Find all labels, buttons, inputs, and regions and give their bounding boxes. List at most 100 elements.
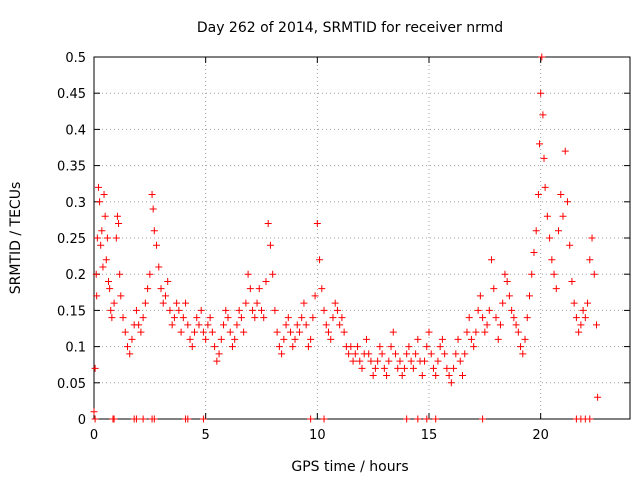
data-point [403,350,411,358]
data-point [222,306,230,314]
y-tick-label: 0.2 [65,268,86,283]
y-tick-label: 0.25 [57,232,86,247]
data-point [228,343,236,351]
data-point [476,292,484,300]
data-point [289,343,297,351]
data-point [537,89,545,97]
data-point [255,285,263,293]
data-point [568,277,576,285]
data-point [307,415,315,423]
data-point [505,292,513,300]
data-point [137,328,145,336]
data-point [184,415,192,423]
data-point [586,415,594,423]
data-point [112,234,120,242]
data-point [264,220,272,228]
data-point [113,212,121,220]
data-point [139,314,147,322]
data-point [146,270,154,278]
data-point [150,415,158,423]
data-point [586,256,594,264]
data-point [242,299,250,307]
y-tick-label: 0.5 [65,51,86,66]
data-point [463,328,471,336]
data-point [94,183,102,191]
data-point [447,379,455,387]
chart-title: Day 262 of 2014, SRMTID for receiver nrm… [197,20,503,36]
data-point [128,335,136,343]
data-point [168,321,176,329]
data-point [175,306,183,314]
data-point [191,328,198,336]
data-point [371,364,379,372]
data-point [398,372,406,380]
data-point [496,321,504,329]
data-point [116,270,124,278]
data-point [307,335,315,343]
data-point [407,357,415,365]
data-point [374,357,382,365]
data-point [385,357,393,365]
data-point [199,415,207,423]
data-point [429,364,437,372]
data-point [594,393,602,401]
data-point [427,350,435,358]
data-point [164,277,172,285]
data-point [396,357,404,365]
data-point [110,415,118,423]
data-point [320,415,328,423]
data-point [195,321,203,329]
data-point [213,357,221,365]
data-point [144,285,152,293]
data-point [121,328,129,336]
data-point [479,314,487,322]
data-point [91,415,99,423]
data-point [202,335,210,343]
data-point [421,357,429,365]
data-point [540,154,548,162]
data-point [91,364,99,372]
y-tick-label: 0.1 [65,341,86,356]
data-point [490,285,498,293]
data-point [338,314,346,322]
data-point [320,306,328,314]
data-point [378,350,386,358]
data-point [269,270,277,278]
data-point [220,321,228,329]
data-point [93,234,101,242]
data-point [561,147,569,155]
data-point [235,306,243,314]
data-point [215,350,223,358]
data-point [322,321,330,329]
data-point [523,314,531,322]
data-point [499,299,507,307]
data-point [389,328,397,336]
data-point [311,292,319,300]
data-point [593,321,600,329]
data-point [258,306,265,314]
data-point [438,335,446,343]
data-point [184,321,192,329]
x-tick-label: 15 [421,428,438,443]
x-axis-label: GPS time / hours [291,459,408,475]
data-point [233,321,241,329]
data-point [559,212,567,220]
data-point [405,343,413,351]
y-tick-label: 0.3 [65,196,86,211]
data-point [492,314,500,322]
data-point [166,306,174,314]
data-point [197,306,205,314]
data-point [333,306,341,314]
data-point [588,234,596,242]
data-point [244,270,252,278]
data-point [351,350,359,358]
data-point [514,328,522,336]
data-point [541,183,549,191]
data-point [423,343,431,351]
data-point [148,191,156,199]
data-point [517,343,525,351]
data-point [336,321,344,329]
data-point [441,350,449,358]
data-point [485,306,493,314]
data-point [548,256,556,264]
